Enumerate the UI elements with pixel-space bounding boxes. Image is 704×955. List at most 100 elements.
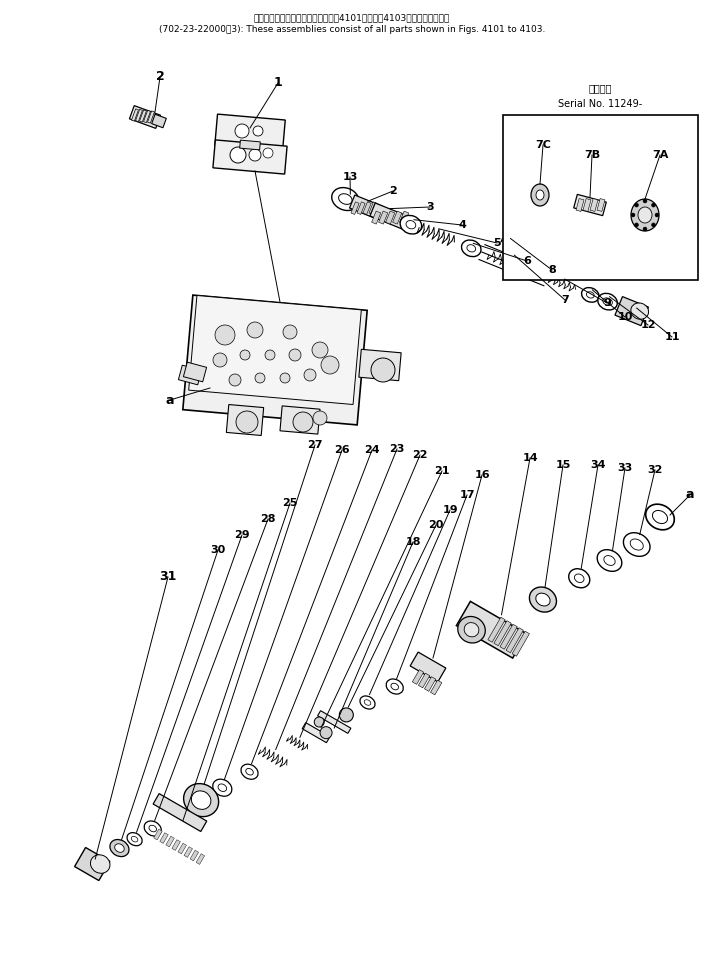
Text: 32: 32	[647, 465, 662, 475]
Ellipse shape	[631, 303, 648, 319]
Bar	[318, 711, 351, 733]
Bar	[184, 847, 192, 858]
Text: 16: 16	[474, 470, 490, 480]
Ellipse shape	[132, 837, 138, 842]
Bar	[153, 794, 207, 832]
Bar	[349, 195, 382, 220]
Bar	[239, 140, 260, 150]
Bar	[178, 365, 201, 385]
Bar	[166, 837, 175, 847]
Bar	[160, 833, 168, 843]
Circle shape	[280, 373, 290, 383]
Circle shape	[289, 349, 301, 361]
Ellipse shape	[531, 184, 549, 206]
Ellipse shape	[364, 700, 371, 706]
Ellipse shape	[467, 244, 476, 252]
Bar	[494, 621, 511, 646]
Circle shape	[313, 411, 327, 425]
Ellipse shape	[458, 617, 485, 643]
Circle shape	[249, 149, 261, 161]
Text: 15: 15	[555, 460, 571, 470]
Bar	[393, 211, 402, 224]
Text: a: a	[686, 489, 694, 501]
Text: 7: 7	[561, 295, 569, 305]
Ellipse shape	[406, 221, 416, 229]
Bar	[153, 829, 162, 839]
Circle shape	[320, 727, 332, 738]
Text: 12: 12	[640, 320, 655, 330]
Text: 1: 1	[274, 76, 282, 90]
Circle shape	[255, 373, 265, 383]
Bar	[370, 203, 410, 230]
Circle shape	[253, 126, 263, 136]
Circle shape	[634, 203, 639, 207]
Bar	[597, 199, 605, 211]
Bar	[576, 199, 584, 211]
Bar	[418, 673, 429, 688]
Ellipse shape	[213, 779, 232, 796]
Ellipse shape	[110, 839, 129, 857]
Bar	[196, 854, 205, 864]
Circle shape	[643, 199, 647, 203]
Bar	[130, 106, 161, 128]
Ellipse shape	[630, 539, 643, 550]
Ellipse shape	[536, 593, 550, 606]
Circle shape	[235, 124, 249, 138]
Circle shape	[283, 325, 297, 339]
Bar	[172, 839, 180, 850]
Bar	[590, 199, 598, 211]
Text: 8: 8	[548, 265, 556, 275]
Circle shape	[631, 213, 635, 217]
Circle shape	[643, 227, 647, 231]
Bar	[351, 202, 359, 215]
Circle shape	[314, 717, 325, 727]
Text: 7B: 7B	[584, 150, 600, 160]
Ellipse shape	[638, 207, 652, 223]
Bar	[506, 627, 523, 652]
Bar	[615, 297, 648, 326]
Circle shape	[634, 223, 639, 227]
Text: 適用号数: 適用号数	[589, 83, 612, 93]
Text: 34: 34	[590, 460, 605, 470]
Text: 29: 29	[234, 530, 250, 540]
Text: 19: 19	[442, 505, 458, 515]
Bar	[369, 202, 377, 215]
Bar	[75, 847, 110, 881]
Bar	[189, 295, 361, 405]
Bar	[574, 195, 606, 216]
Text: 7A: 7A	[652, 150, 668, 160]
Bar	[372, 211, 381, 224]
Text: a: a	[165, 393, 175, 407]
Text: 13: 13	[342, 172, 358, 182]
Text: 20: 20	[428, 520, 444, 530]
Ellipse shape	[574, 574, 584, 583]
Text: Serial No. 11249-: Serial No. 11249-	[558, 99, 643, 109]
Text: 26: 26	[334, 445, 350, 455]
Circle shape	[247, 322, 263, 338]
Ellipse shape	[149, 825, 156, 832]
Circle shape	[304, 369, 316, 381]
Bar	[512, 631, 529, 656]
Circle shape	[339, 708, 353, 722]
Bar	[456, 602, 527, 658]
Ellipse shape	[246, 769, 253, 775]
Ellipse shape	[218, 784, 227, 792]
Ellipse shape	[115, 844, 124, 852]
Circle shape	[651, 223, 655, 227]
Bar	[410, 652, 446, 682]
Text: 27: 27	[307, 440, 322, 450]
Ellipse shape	[144, 821, 161, 836]
Circle shape	[312, 342, 328, 358]
Ellipse shape	[653, 510, 667, 523]
Ellipse shape	[241, 764, 258, 779]
Ellipse shape	[91, 855, 110, 873]
Bar	[132, 109, 139, 121]
Circle shape	[293, 412, 313, 432]
Text: 23: 23	[389, 444, 405, 454]
Text: 7C: 7C	[535, 140, 551, 150]
Circle shape	[229, 374, 241, 386]
Text: 10: 10	[617, 312, 633, 322]
Ellipse shape	[184, 784, 219, 817]
Bar	[148, 111, 154, 123]
Ellipse shape	[462, 240, 481, 257]
